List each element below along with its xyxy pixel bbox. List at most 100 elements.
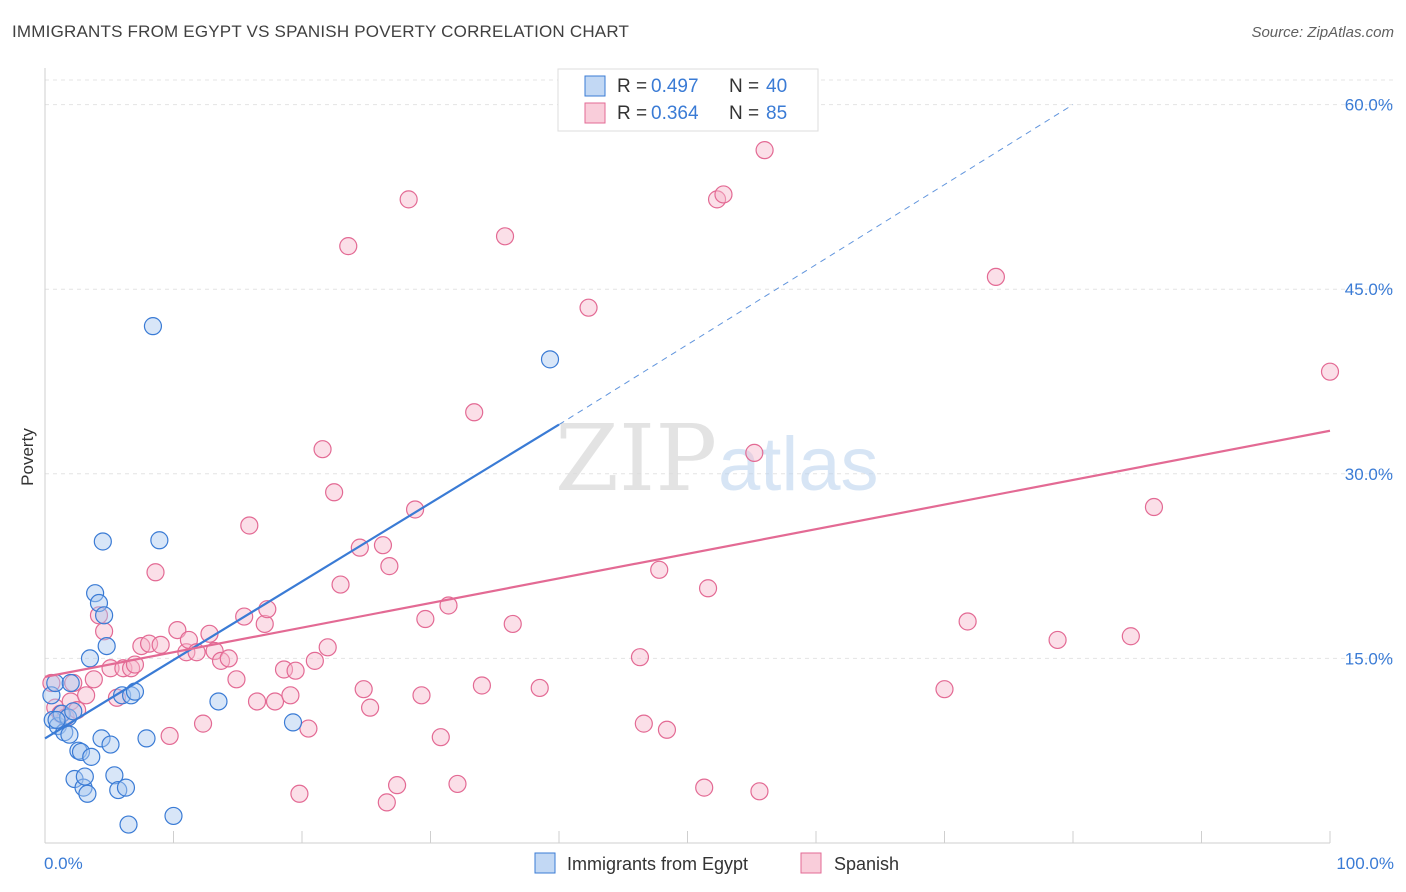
spanish-point-76: [745, 443, 764, 462]
bottom-legend-label-spanish: Spanish: [834, 854, 899, 874]
egypt-point-22: [95, 606, 114, 625]
bottom-legend-swatch-spanish: [800, 852, 822, 874]
y-tick-label-60: 60.0%: [1345, 96, 1393, 115]
spanish-point-51: [373, 536, 393, 555]
spanish-point-37: [274, 660, 294, 679]
spanish-point-18: [146, 563, 165, 582]
spanish-point-46: [331, 575, 350, 594]
spanish-trend-line: [44, 429, 1331, 678]
egypt-point-17: [82, 747, 101, 766]
egypt-point-9: [64, 702, 83, 721]
bottom-legend-swatch-egypt: [534, 852, 556, 874]
spanish-point-27: [205, 641, 224, 661]
spanish-point-34: [255, 614, 274, 634]
spanish-point-30: [227, 670, 246, 689]
spanish-point-50: [361, 698, 380, 717]
spanish-point-64: [495, 227, 515, 246]
egypt-trend-extension: [558, 104, 1074, 426]
egypt-point-32: [137, 729, 156, 748]
egypt-point-12: [71, 742, 91, 762]
spanish-point-17: [139, 634, 159, 653]
watermark: ZIP atlas: [555, 405, 879, 512]
egypt-point-34: [150, 531, 169, 550]
egypt-point-24: [101, 735, 120, 754]
egypt-point-28: [116, 778, 136, 797]
spanish-point-53: [380, 557, 399, 576]
egypt-point-8: [61, 673, 80, 693]
spanish-point-7: [77, 686, 96, 705]
watermark-zip: ZIP: [555, 405, 717, 512]
legend: R = 0.497 N = 40 R = 0.364 N = 85: [557, 68, 819, 132]
spanish-point-57: [412, 686, 431, 705]
spanish-point-66: [530, 678, 549, 698]
spanish-point-38: [281, 686, 300, 705]
gridlines: [45, 79, 1395, 659]
spanish-point-77: [750, 782, 769, 801]
spanish-point-56: [405, 500, 425, 519]
spanish-point-45: [325, 483, 344, 502]
spanish-point-65: [503, 614, 522, 634]
egypt-point-35: [164, 806, 183, 826]
legend-r-value-egypt: 0.497: [651, 76, 699, 97]
egypt-point-23: [97, 636, 116, 656]
spanish-point-79: [935, 680, 954, 699]
spanish-point-59: [431, 728, 450, 747]
legend-n-value-egypt: 40: [766, 76, 787, 97]
spanish-point-82: [1048, 630, 1067, 650]
legend-r-label-egypt: R =: [617, 76, 647, 97]
spanish-point-36: [265, 692, 285, 711]
spanish-point-55: [399, 190, 418, 209]
legend-r-label-spanish: R =: [617, 103, 647, 124]
egypt-point-20: [92, 729, 111, 748]
legend-r-value-spanish: 0.364: [651, 103, 699, 124]
egypt-point-14: [75, 767, 94, 786]
legend-swatch-spanish: [584, 102, 606, 124]
chart-title: IMMIGRANTS FROM EGYPT VS SPANISH POVERTY…: [12, 22, 630, 41]
spanish-point-63: [472, 676, 491, 695]
y-tick-label-45: 45.0%: [1345, 280, 1393, 299]
spanish-point-33: [247, 692, 267, 711]
legend-swatch-egypt: [584, 75, 606, 97]
axes: [44, 68, 1331, 844]
bottom-legend: Immigrants from Egypt Spanish: [534, 852, 899, 874]
egypt-point-25: [105, 766, 124, 785]
egypt-trend-line: [44, 423, 560, 740]
spanish-point-13: [114, 659, 133, 678]
y-tick-labels: 15.0% 30.0% 45.0% 60.0%: [1345, 96, 1393, 669]
spanish-point-71: [657, 720, 677, 739]
egypt-point-29: [119, 815, 138, 834]
spanish-point-75: [714, 185, 733, 204]
spanish-point-61: [448, 774, 467, 794]
spanish-point-62: [465, 403, 484, 422]
spanish-point-81: [986, 267, 1006, 287]
x-tick-label-100: 100.0%: [1336, 854, 1394, 873]
spanish-point-25: [193, 714, 213, 733]
watermark-atlas: atlas: [718, 422, 879, 507]
spanish-point-8: [84, 670, 103, 689]
egypt-point-16: [80, 649, 100, 668]
spanish-point-47: [339, 237, 358, 256]
source-label: Source: ZipAtlas.com: [1251, 24, 1394, 41]
spanish-point-67: [579, 298, 598, 317]
egypt-point-21: [93, 532, 112, 551]
spanish-point-73: [698, 579, 718, 598]
egypt-point-31: [125, 682, 145, 701]
egypt-point-33: [143, 317, 163, 336]
spanish-point-83: [1121, 627, 1140, 646]
y-tick-label-30: 30.0%: [1345, 465, 1393, 484]
egypt-point-37: [283, 713, 303, 732]
egypt-point-18: [86, 584, 105, 603]
egypt-point-15: [78, 784, 97, 803]
spanish-point-78: [755, 141, 774, 160]
spanish-point-20: [160, 726, 179, 746]
spanish-point-70: [650, 560, 669, 579]
spanish-point-40: [290, 784, 309, 803]
x-tick-labels: 0.0% 100.0%: [44, 854, 1394, 873]
spanish-point-68: [630, 648, 650, 667]
spanish-point-29: [219, 649, 238, 668]
spanish-point-72: [695, 778, 714, 797]
spanish-point-10: [95, 622, 114, 641]
spanish-point-32: [240, 516, 259, 535]
egypt-points: [42, 317, 560, 834]
